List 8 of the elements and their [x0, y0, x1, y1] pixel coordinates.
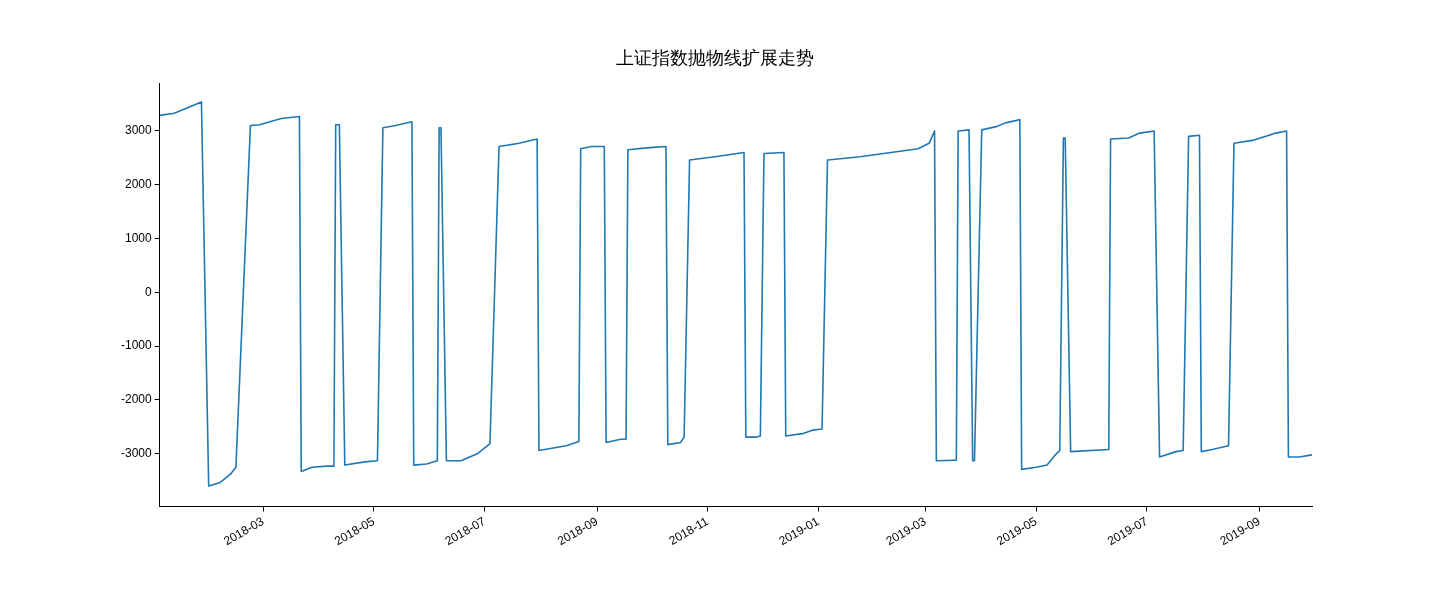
y-tick-label: 1000 — [124, 230, 153, 245]
y-tick-label: -1000 — [120, 338, 153, 353]
y-tick-label: 2000 — [124, 177, 153, 192]
y-tick-label: -2000 — [120, 392, 153, 407]
y-tick-label: 3000 — [124, 123, 153, 138]
y-tick-label: -3000 — [120, 446, 153, 461]
chart-title: 上证指数抛物线扩展走势 — [616, 47, 814, 68]
y-tick-label: 0 — [145, 284, 152, 299]
